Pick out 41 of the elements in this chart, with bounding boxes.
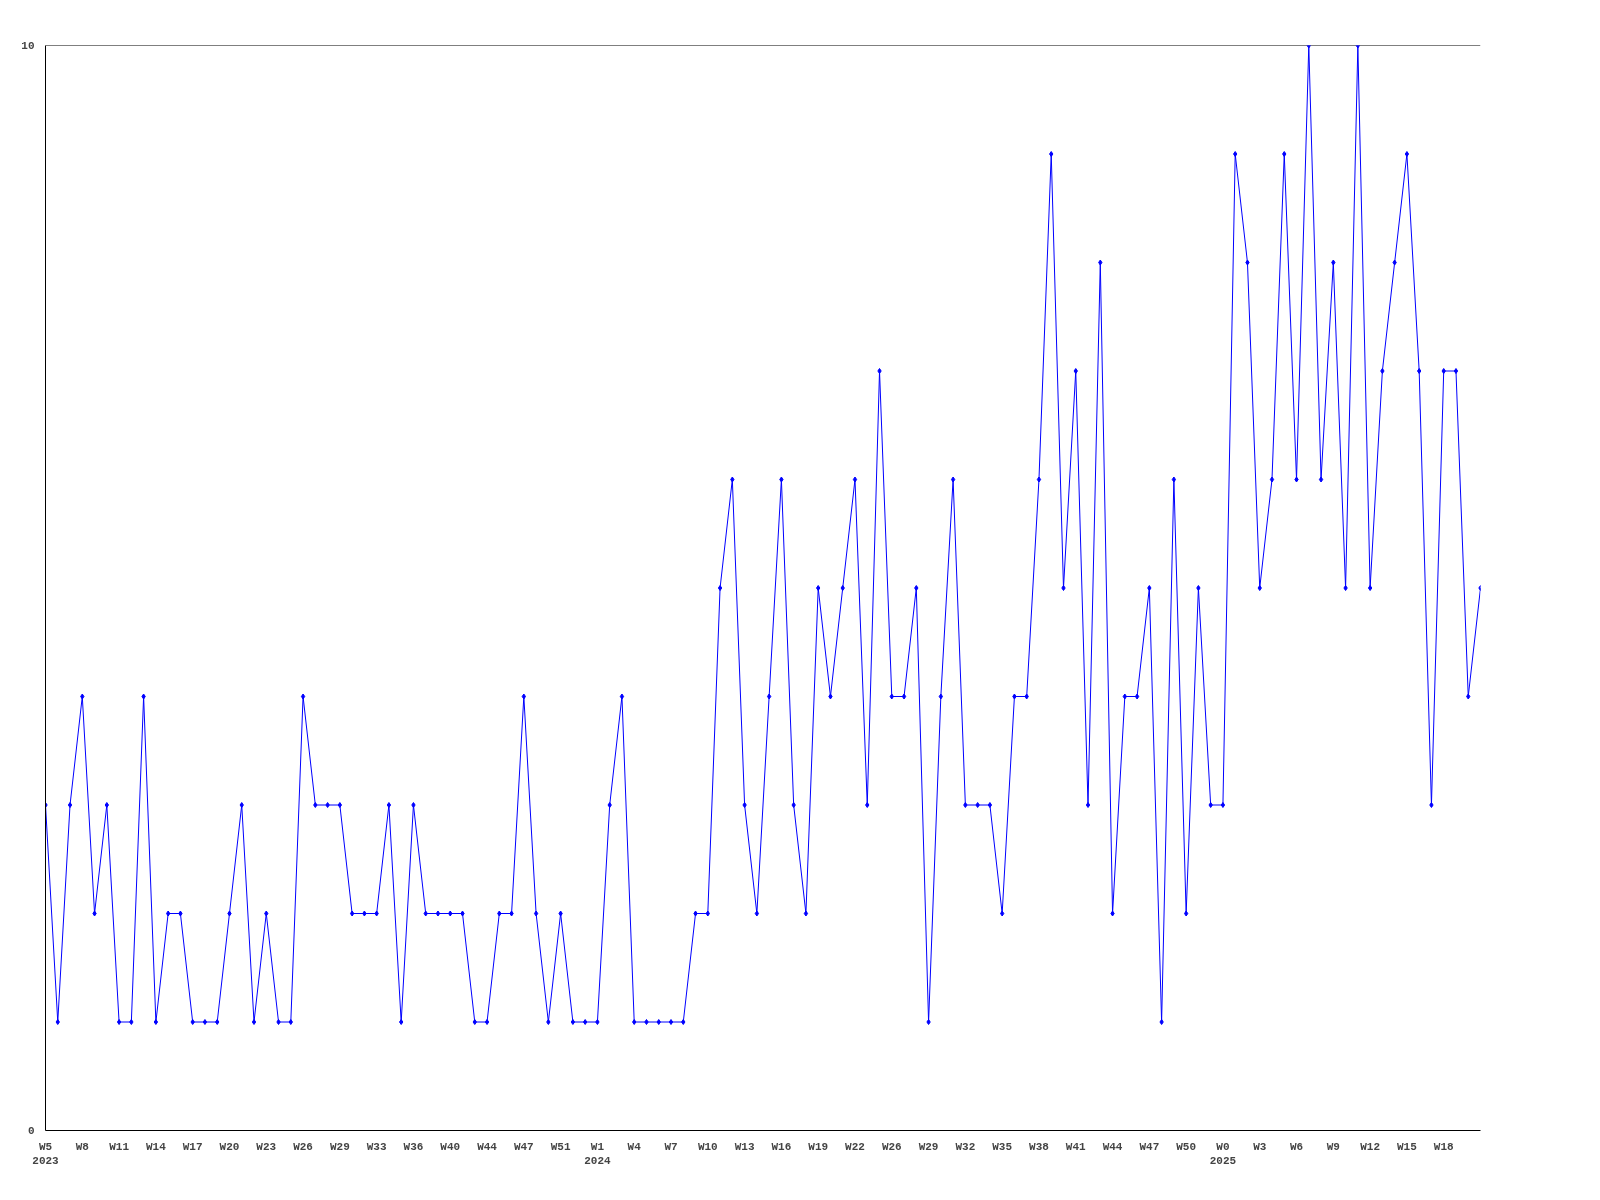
x-tick-label: W18 [1433, 1140, 1455, 1153]
x-tick-label: W44 [477, 1140, 498, 1153]
x-tick-label: W36 [403, 1140, 424, 1153]
y-tick-label: 10 [21, 40, 35, 52]
x-tick-label: W26 [881, 1140, 902, 1153]
x-tick-label: W1 2024 [584, 1140, 612, 1167]
x-tick-label: W9 [1326, 1140, 1340, 1153]
x-tick-label: W26 [293, 1140, 313, 1153]
x-tick-label: W14 [145, 1140, 167, 1153]
x-tick-label: W29 [329, 1140, 350, 1153]
x-tick-label: W33 [366, 1140, 387, 1153]
x-tick-label: W10 [697, 1140, 718, 1153]
x-tick-label: W44 [1102, 1140, 1123, 1153]
x-tick-label: W13 [734, 1140, 755, 1153]
x-tick-label: W35 [992, 1140, 1013, 1153]
x-tick-label: W23 [256, 1140, 277, 1153]
x-tick-label: W40 [440, 1140, 461, 1153]
x-tick-label: W4 [627, 1140, 642, 1153]
x-tick-label: W8 [75, 1140, 90, 1153]
x-tick-label: W5 2023 [32, 1140, 60, 1167]
x-tick-label: W15 [1397, 1140, 1418, 1153]
x-tick-label: W29 [918, 1140, 939, 1153]
x-tick-label: W12 [1360, 1140, 1381, 1153]
x-tick-label: W38 [1029, 1140, 1050, 1153]
x-tick-label: W16 [771, 1140, 792, 1153]
x-tick-label: W6 [1289, 1140, 1304, 1153]
x-tick-label: W0 2025 [1209, 1140, 1237, 1167]
x-tick-label: W20 [219, 1140, 240, 1153]
x-tick-label: W11 [109, 1140, 130, 1153]
x-tick-label: W47 [1139, 1140, 1160, 1153]
x-tick-label: W41 [1065, 1140, 1087, 1153]
x-tick-label: W51 [550, 1140, 571, 1153]
x-tick-label: W22 [845, 1140, 865, 1153]
x-tick-label: W7 [664, 1140, 678, 1153]
y-tick-label: 0 [27, 1125, 35, 1137]
x-tick-label: W3 [1253, 1140, 1267, 1153]
x-tick-label: W50 [1176, 1140, 1197, 1153]
x-tick-label: W47 [513, 1140, 534, 1153]
x-tick-label: W19 [808, 1140, 829, 1153]
x-tick-label: W17 [182, 1140, 203, 1153]
x-tick-label: W32 [955, 1140, 976, 1153]
